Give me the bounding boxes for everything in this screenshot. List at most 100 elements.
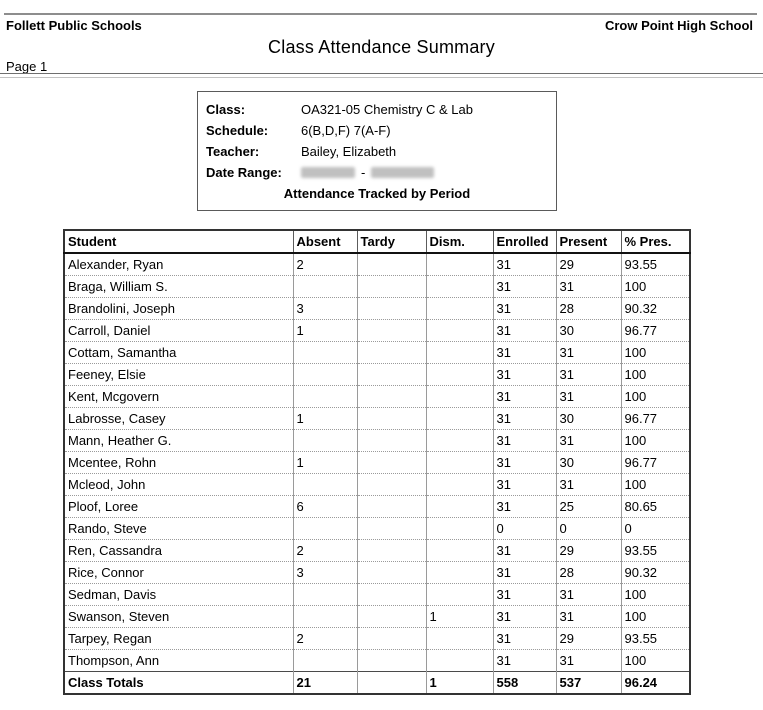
cell-absent (293, 649, 358, 672)
cell-pct: 96.24 (621, 671, 690, 694)
col-header-present: Present (556, 230, 622, 254)
class-info-box: Class: OA321-05 Chemistry C & Lab Schedul… (197, 91, 557, 211)
date-range-separator: - (361, 165, 366, 180)
cell-absent (293, 473, 358, 496)
cell-absent (293, 385, 358, 408)
student-row: Ren, Cassandra 2 31 29 93.55 (64, 539, 690, 562)
cell-enrolled: 31 (493, 627, 557, 650)
cell-enrolled: 31 (493, 385, 557, 408)
cell-tardy (357, 275, 427, 298)
cell-tardy (357, 605, 427, 628)
cell-student: Mcleod, John (64, 473, 294, 496)
cell-tardy (357, 363, 427, 386)
cell-enrolled: 31 (493, 495, 557, 518)
cell-pct: 96.77 (621, 451, 690, 474)
cell-present: 31 (556, 649, 622, 672)
cell-dism (426, 275, 494, 298)
tracking-mode-note: Attendance Tracked by Period (283, 186, 471, 201)
cell-pct: 100 (621, 341, 690, 364)
cell-absent (293, 363, 358, 386)
top-rule (4, 13, 757, 15)
cell-absent: 3 (293, 561, 358, 584)
cell-student: Alexander, Ryan (64, 253, 294, 276)
cell-tardy (357, 297, 427, 320)
cell-student: Swanson, Steven (64, 605, 294, 628)
schedule-label: Schedule: (206, 123, 269, 138)
cell-tardy (357, 429, 427, 452)
cell-enrolled: 31 (493, 539, 557, 562)
cell-pct: 100 (621, 605, 690, 628)
cell-tardy (357, 671, 427, 694)
cell-enrolled: 0 (493, 517, 557, 540)
student-row: Brandolini, Joseph 3 31 28 90.32 (64, 297, 690, 320)
cell-present: 31 (556, 341, 622, 364)
cell-absent: 2 (293, 627, 358, 650)
cell-tardy (357, 561, 427, 584)
info-field-date-range: Date Range: - (198, 162, 556, 183)
info-field-class: Class: OA321-05 Chemistry C & Lab (198, 99, 556, 120)
cell-dism (426, 473, 494, 496)
col-header-tardy: Tardy (357, 230, 427, 254)
district-name: Follett Public Schools (6, 18, 142, 33)
cell-enrolled: 31 (493, 583, 557, 606)
cell-dism (426, 363, 494, 386)
teacher-value: Bailey, Elizabeth (301, 144, 397, 159)
student-row: Mcentee, Rohn 1 31 30 96.77 (64, 451, 690, 474)
student-row: Mcleod, John 31 31 100 (64, 473, 690, 496)
cell-pct: 0 (621, 517, 690, 540)
student-row: Swanson, Steven 1 31 31 100 (64, 605, 690, 628)
cell-present: 0 (556, 517, 622, 540)
cell-present: 29 (556, 253, 622, 276)
cell-dism (426, 407, 494, 430)
cell-student: Labrosse, Casey (64, 407, 294, 430)
date-range-value: - (301, 165, 435, 180)
cell-pct: 90.32 (621, 561, 690, 584)
cell-pct: 93.55 (621, 539, 690, 562)
cell-present: 31 (556, 605, 622, 628)
cell-dism (426, 583, 494, 606)
cell-dism (426, 341, 494, 364)
cell-enrolled: 31 (493, 253, 557, 276)
cell-absent (293, 341, 358, 364)
cell-student: Cottam, Samantha (64, 341, 294, 364)
student-row: Rice, Connor 3 31 28 90.32 (64, 561, 690, 584)
cell-present: 31 (556, 275, 622, 298)
cell-enrolled: 31 (493, 363, 557, 386)
cell-pct: 90.32 (621, 297, 690, 320)
cell-pct: 80.65 (621, 495, 690, 518)
cell-present: 28 (556, 561, 622, 584)
col-header-pct-pres: % Pres. (621, 230, 690, 254)
redacted-end-date (371, 167, 435, 178)
cell-absent: 3 (293, 297, 358, 320)
cell-absent (293, 517, 358, 540)
cell-dism (426, 649, 494, 672)
cell-pct: 100 (621, 429, 690, 452)
cell-dism (426, 517, 494, 540)
cell-enrolled: 31 (493, 297, 557, 320)
cell-student: Ploof, Loree (64, 495, 294, 518)
class-value: OA321-05 Chemistry C & Lab (301, 102, 473, 117)
cell-student: Mcentee, Rohn (64, 451, 294, 474)
cell-student: Thompson, Ann (64, 649, 294, 672)
attendance-table: Student Absent Tardy Dism. Enrolled Pres… (63, 229, 691, 695)
cell-absent: 2 (293, 539, 358, 562)
cell-enrolled: 31 (493, 473, 557, 496)
cell-tardy (357, 627, 427, 650)
cell-dism (426, 429, 494, 452)
table-header-row: Student Absent Tardy Dism. Enrolled Pres… (64, 230, 690, 254)
cell-student: Brandolini, Joseph (64, 297, 294, 320)
student-row: Braga, William S. 31 31 100 (64, 275, 690, 298)
report-title: Class Attendance Summary (268, 37, 495, 57)
cell-enrolled: 31 (493, 341, 557, 364)
cell-present: 31 (556, 583, 622, 606)
cell-present: 29 (556, 627, 622, 650)
cell-dism (426, 561, 494, 584)
cell-student: Feeney, Elsie (64, 363, 294, 386)
student-row: Sedman, Davis 31 31 100 (64, 583, 690, 606)
student-row: Rando, Steve 0 0 0 (64, 517, 690, 540)
cell-absent (293, 275, 358, 298)
cell-enrolled: 31 (493, 407, 557, 430)
cell-absent (293, 429, 358, 452)
student-row: Carroll, Daniel 1 31 30 96.77 (64, 319, 690, 342)
cell-tardy (357, 539, 427, 562)
